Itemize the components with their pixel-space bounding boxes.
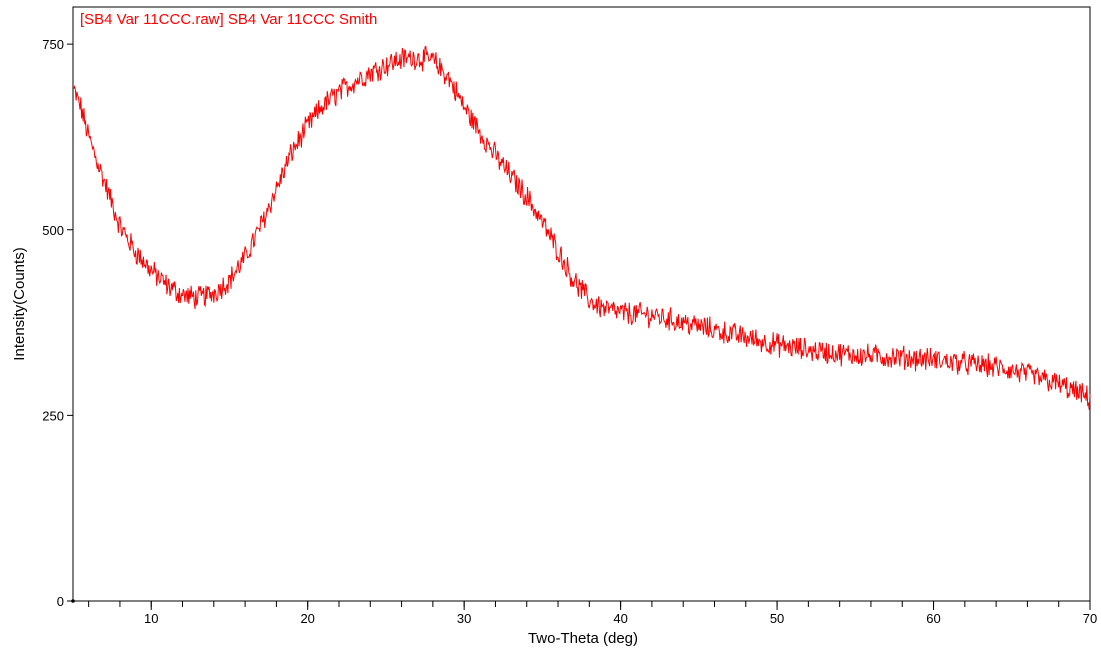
- y-tick-label: 250: [42, 408, 64, 423]
- x-axis-label: Two-Theta (deg): [528, 630, 638, 647]
- origin-marker: [71, 599, 75, 603]
- y-axis-label: Intensity(Counts): [11, 247, 28, 360]
- x-tick-label: 10: [144, 611, 158, 626]
- x-tick-label: 60: [926, 611, 940, 626]
- series-line: [72, 45, 1091, 410]
- chart-title: [SB4 Var 11CCC.raw] SB4 Var 11CCC Smith: [80, 11, 377, 28]
- y-axis: 0 250 500 750: [42, 37, 73, 609]
- x-axis: 10 20 30 40 50 60 70: [88, 601, 1097, 626]
- y-tick-label: 0: [57, 594, 64, 609]
- x-tick-label: 40: [613, 611, 627, 626]
- y-tick-label: 750: [42, 37, 64, 52]
- x-tick-label: 20: [300, 611, 314, 626]
- y-tick-label: 500: [42, 223, 64, 238]
- x-tick-label: 50: [770, 611, 784, 626]
- x-tick-label: 70: [1083, 611, 1097, 626]
- x-tick-label: 30: [457, 611, 471, 626]
- plot-frame: [72, 6, 1091, 602]
